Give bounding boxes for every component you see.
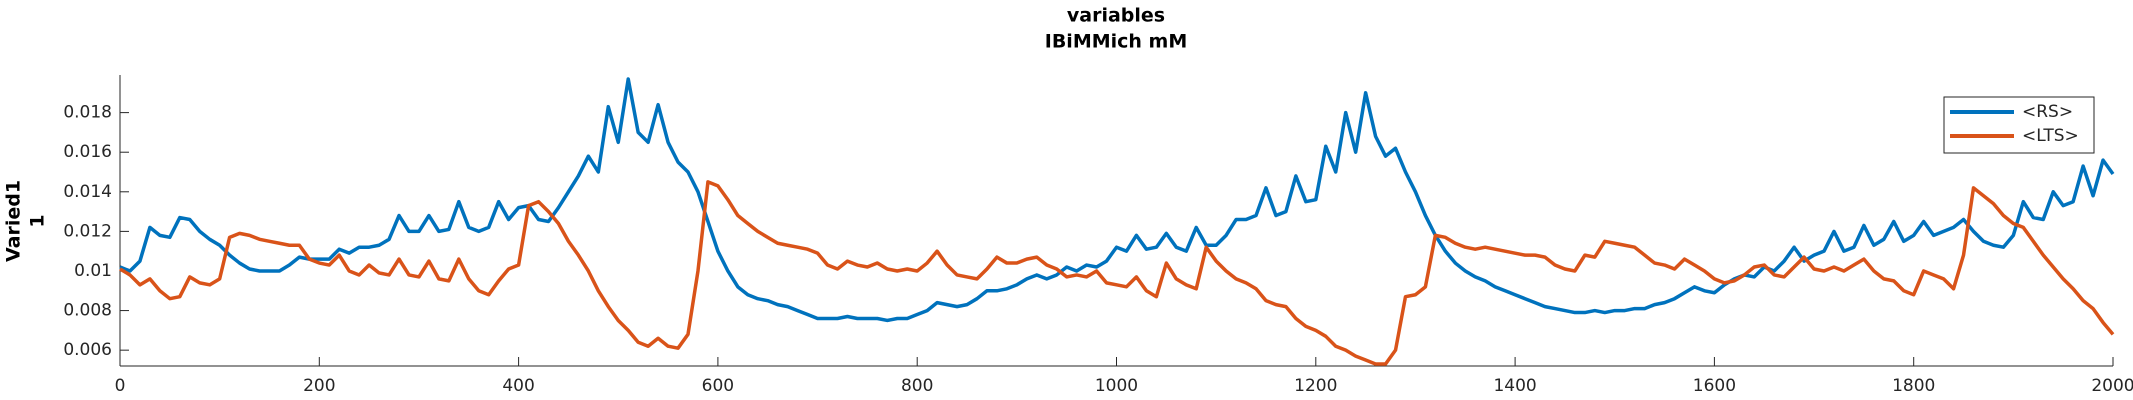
x-tick-label: 2000 xyxy=(2091,376,2133,396)
series-line xyxy=(119,77,2115,323)
chart-subtitle: IBiMMich mM xyxy=(1045,31,1188,53)
x-tick-label: 1000 xyxy=(1095,376,1138,396)
y-tick-label: 0.012 xyxy=(63,221,112,241)
legend-box xyxy=(1943,96,2095,154)
y-tick-label: 0.018 xyxy=(63,103,112,123)
x-tick-label: 1200 xyxy=(1294,376,1337,396)
y-axis-label: Varied1 xyxy=(3,180,25,262)
y-tick-label: 0.014 xyxy=(63,182,112,202)
x-tick-label: 0 xyxy=(115,376,126,396)
legend-label: <LTS> xyxy=(2022,126,2079,146)
x-tick-label: 600 xyxy=(702,376,734,396)
y-tick-label: 0.006 xyxy=(63,340,112,360)
legend-label: <RS> xyxy=(2022,102,2073,122)
x-tick-label: 1800 xyxy=(1892,376,1935,396)
series-line xyxy=(119,180,2115,366)
chart-title: variables xyxy=(1067,5,1165,27)
x-tick-label: 400 xyxy=(502,376,534,396)
x-tick-label: 1600 xyxy=(1693,376,1736,396)
x-tick-label: 1400 xyxy=(1493,376,1536,396)
x-tick-label: 800 xyxy=(901,376,933,396)
y-tick-label: 0.016 xyxy=(63,142,112,162)
y-tick-label: 0.008 xyxy=(63,301,112,321)
x-tick-label: 200 xyxy=(303,376,335,396)
y-axis-label: 1 xyxy=(27,214,49,227)
y-tick-label: 0.01 xyxy=(74,261,112,281)
